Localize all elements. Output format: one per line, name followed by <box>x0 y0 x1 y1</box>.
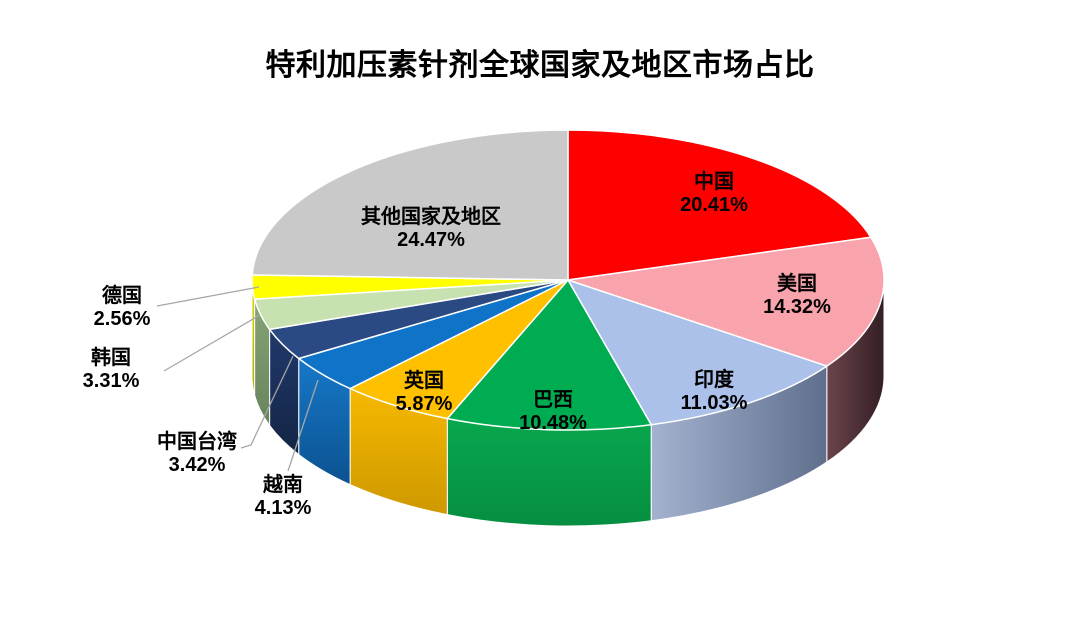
slice-label-uk: 英国 <box>404 368 444 392</box>
slice-value-china: 20.41% <box>680 194 748 216</box>
leader-line-taiwan-china <box>240 355 294 449</box>
pie-slice-india[interactable] <box>567 279 828 426</box>
slice-label-south-korea: 韩国 <box>91 345 131 369</box>
slice-label-taiwan-china: 中国台湾 <box>157 429 237 453</box>
leader-line-south-korea <box>163 314 261 372</box>
slice-value-south-korea: 3.31% <box>83 370 140 392</box>
pie-slice-usa[interactable] <box>567 236 885 367</box>
chart-title: 特利加压素针剂全球国家及地区市场占比 <box>265 49 815 82</box>
slice-value-uk: 5.87% <box>396 393 453 415</box>
slice-label-vietnam: 越南 <box>262 472 303 496</box>
slice-value-germany: 2.56% <box>94 308 151 330</box>
slice-label-germany: 德国 <box>102 283 142 307</box>
pie-slice-brazil[interactable] <box>446 279 652 431</box>
leader-line-germany <box>156 286 260 307</box>
slice-value-taiwan-china: 3.42% <box>169 454 226 476</box>
leader-line-vietnam <box>287 379 319 472</box>
pie-tops <box>251 129 885 431</box>
slice-label-others: 其他国家及地区 <box>361 204 501 228</box>
slice-label-brazil: 巴西 <box>533 389 573 411</box>
leader-lines <box>156 286 319 472</box>
slice-value-others: 24.47% <box>397 229 465 251</box>
slice-label-india: 印度 <box>694 367 735 391</box>
slice-value-vietnam: 4.13% <box>255 497 312 519</box>
slice-value-india: 11.03% <box>681 392 748 414</box>
pie-slice-china[interactable] <box>567 129 872 281</box>
pie-slice-side-brazil <box>446 417 652 527</box>
pie-slice-others[interactable] <box>251 129 569 281</box>
slice-label-china: 中国 <box>694 169 734 193</box>
slice-label-usa: 美国 <box>777 271 817 295</box>
slice-value-usa: 14.32% <box>763 296 831 318</box>
slice-value-brazil: 10.48% <box>519 412 587 434</box>
